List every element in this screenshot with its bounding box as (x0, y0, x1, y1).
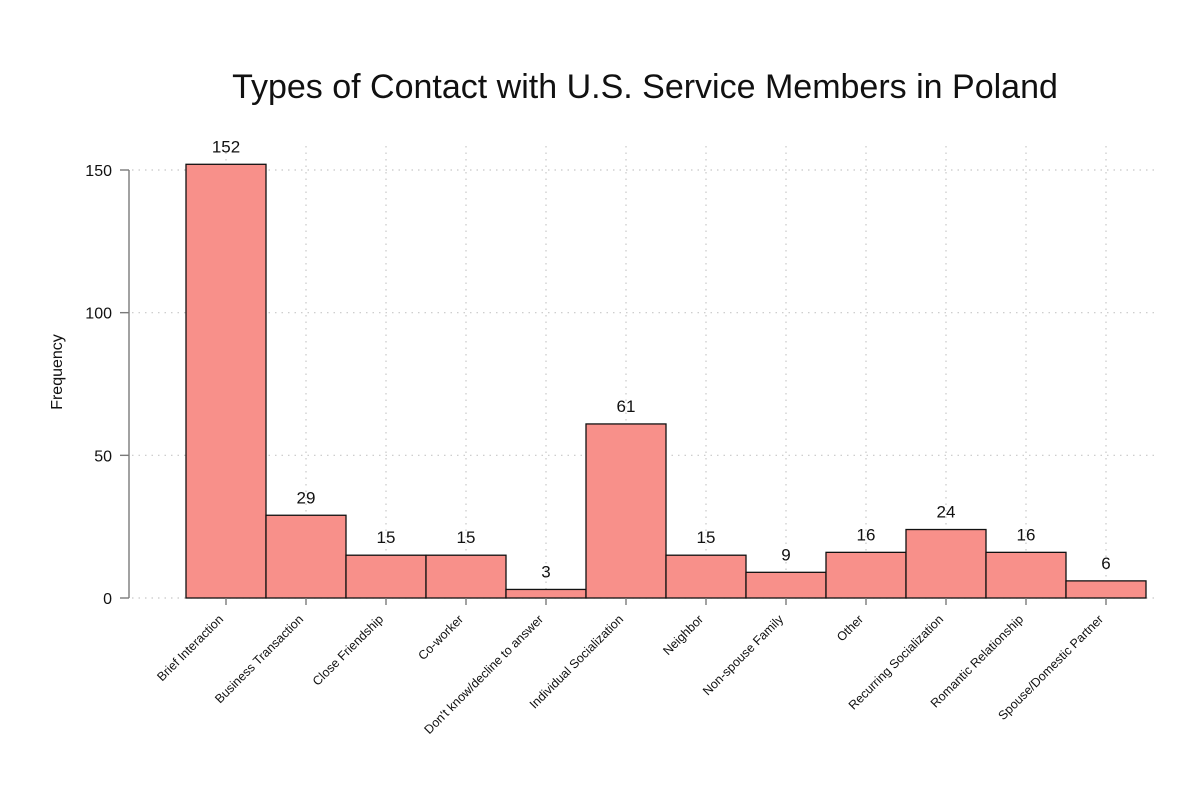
bars (185, 163, 1147, 599)
x-tick-label: Brief Interaction (154, 612, 226, 684)
data-label: 152 (212, 137, 240, 156)
bar (185, 163, 267, 599)
x-tick-label: Non-spouse Family (700, 612, 787, 699)
x-tick-label: Other (834, 612, 866, 644)
bar (905, 528, 987, 599)
x-tick-label: Neighbor (660, 612, 706, 658)
bar (345, 554, 427, 599)
data-label: 15 (377, 528, 396, 547)
y-axis-title: Frequency (49, 334, 66, 410)
bar (265, 514, 347, 599)
data-label: 15 (457, 528, 476, 547)
data-label: 6 (1101, 554, 1110, 573)
y-tick-label: 50 (94, 448, 112, 465)
data-label: 16 (1017, 525, 1036, 544)
data-label: 61 (617, 397, 636, 416)
bar (425, 554, 507, 599)
grid-lines (132, 146, 1158, 601)
y-tick-label: 100 (85, 306, 112, 323)
x-tick-label: Business Transaction (212, 612, 306, 706)
x-tick-label: Individual Socialization (527, 612, 626, 711)
chart-title: Types of Contact with U.S. Service Membe… (232, 68, 1058, 106)
data-label: 29 (297, 488, 316, 507)
data-label: 16 (857, 525, 876, 544)
bar (505, 588, 587, 599)
data-label: 9 (781, 545, 790, 564)
x-tick-label: Co-worker (415, 612, 466, 663)
data-label: 15 (697, 528, 716, 547)
bar (825, 551, 907, 599)
data-labels: 152 29 15 15 3 61 15 9 16 24 16 6 (212, 137, 1111, 581)
axes: 0 50 100 150 (85, 163, 1107, 608)
bar (985, 551, 1067, 599)
data-label: 3 (541, 562, 550, 581)
y-tick-label: 150 (85, 163, 112, 180)
bar (585, 423, 667, 599)
data-label: 24 (937, 503, 956, 522)
bar (665, 554, 747, 599)
y-tick-label: 0 (103, 591, 112, 608)
bar (1065, 580, 1147, 599)
bar (745, 571, 827, 599)
x-tick-label: Close Friendship (310, 612, 386, 688)
